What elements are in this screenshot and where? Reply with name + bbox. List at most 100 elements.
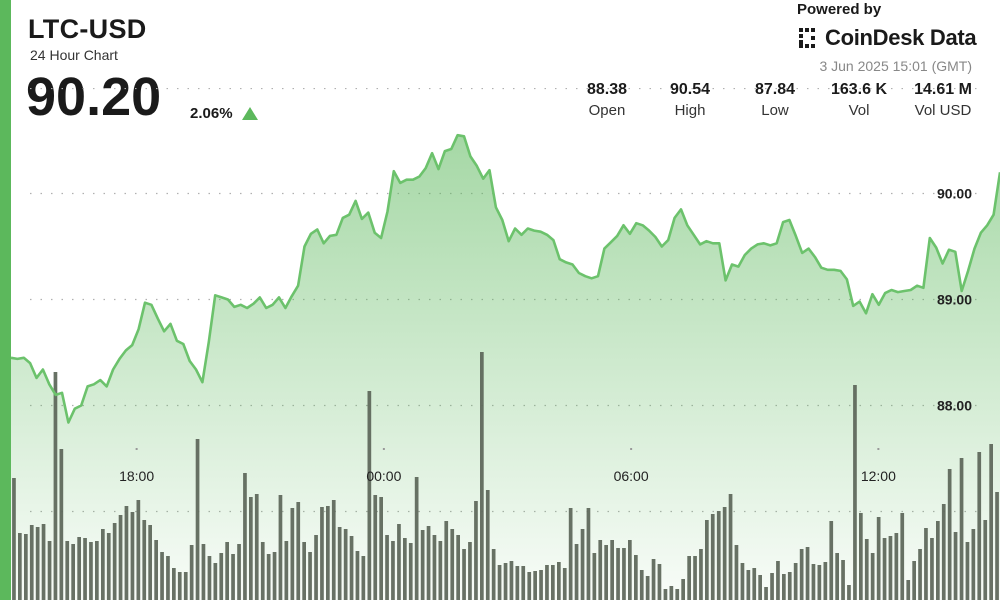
volume-bar	[231, 554, 235, 600]
volume-bar	[290, 508, 295, 600]
volume-bar	[989, 444, 993, 600]
volume-bar	[53, 372, 58, 600]
powered-by-label: Powered by	[797, 1, 882, 18]
volume-bar	[408, 543, 413, 600]
volume-bar	[669, 586, 674, 600]
volume-bar	[870, 553, 875, 600]
volume-bar	[995, 492, 999, 600]
stat-volume-value: 163.6 K	[830, 81, 888, 98]
brand-name: CoinDesk Data	[825, 25, 977, 50]
volume-bar	[480, 352, 484, 600]
stat-volume-usd-value: 14.61 M	[914, 81, 972, 98]
volume-bar	[326, 506, 330, 600]
volume-bar	[497, 565, 502, 600]
volume-bar	[687, 556, 691, 600]
volume-bar	[823, 562, 828, 600]
volume-bar	[675, 589, 680, 600]
triangle-up-icon	[242, 107, 258, 120]
volume-bar	[112, 523, 117, 600]
volume-bar	[947, 469, 952, 600]
volume-bar	[243, 473, 247, 600]
stat-volume: 163.6 K Vol	[823, 81, 895, 119]
volume-bar	[752, 568, 757, 600]
volume-bar	[65, 541, 70, 600]
price-area	[11, 135, 1000, 600]
stat-high-value: 90.54	[669, 81, 711, 98]
volume-bar	[24, 534, 28, 600]
stat-high: 90.54 High	[661, 81, 719, 119]
volume-bar	[568, 508, 573, 600]
volume-bar	[444, 521, 449, 600]
volume-bar	[426, 526, 431, 600]
x-tick-label: 12:00	[861, 468, 896, 484]
stat-open-label: Open	[588, 102, 626, 119]
current-price: 90.20	[26, 67, 162, 127]
volume-bar	[195, 439, 200, 600]
volume-bar	[551, 565, 555, 600]
volume-bar	[876, 517, 881, 600]
stat-low: 87.84 Low	[746, 81, 804, 119]
volume-bar	[154, 540, 158, 600]
volume-bar	[888, 536, 893, 600]
volume-bar	[462, 549, 466, 600]
volume-bar	[716, 511, 721, 600]
volume-bar	[574, 544, 579, 600]
volume-bar	[118, 515, 123, 600]
volume-bar	[160, 552, 164, 600]
volume-bar	[172, 568, 176, 600]
volume-bar	[450, 529, 455, 600]
volume-bar	[971, 529, 976, 600]
volume-bar	[391, 541, 395, 600]
volume-bar	[787, 572, 792, 600]
volume-bar	[734, 545, 739, 600]
volume-bar	[936, 521, 940, 600]
volume-bar	[657, 564, 662, 600]
volume-bar	[201, 544, 206, 600]
x-tick-label: 06:00	[614, 468, 649, 484]
volume-bar	[728, 494, 733, 600]
volume-bar	[83, 538, 87, 600]
volume-bar	[977, 452, 982, 600]
volume-bar	[515, 566, 520, 600]
volume-bar	[853, 385, 857, 600]
volume-bar	[403, 538, 407, 600]
volume-bar	[59, 449, 64, 600]
volume-bar	[764, 587, 768, 600]
volume-bar	[681, 579, 685, 600]
accent-bar	[0, 0, 11, 600]
volume-bar	[610, 540, 614, 600]
volume-bar	[29, 525, 34, 600]
volume-bar	[373, 495, 378, 600]
volume-bar	[41, 524, 46, 600]
volume-bar	[586, 508, 591, 600]
volume-bar	[148, 525, 152, 600]
volume-bar	[219, 553, 224, 600]
volume-bar	[817, 565, 822, 600]
volume-bar	[314, 535, 318, 600]
stat-low-value: 87.84	[754, 81, 796, 98]
volume-bar	[912, 561, 916, 600]
volume-bar	[249, 497, 253, 600]
volume-bar	[616, 548, 620, 600]
coindesk-logo-icon	[799, 28, 815, 48]
volume-bar	[320, 507, 324, 600]
volume-bar	[628, 540, 632, 600]
stat-open: 88.38 Open	[578, 81, 636, 119]
volume-bar	[207, 556, 212, 600]
volume-bar	[740, 563, 745, 600]
volume-bar	[136, 500, 141, 600]
volume-bar	[782, 574, 786, 600]
volume-bar	[918, 549, 922, 600]
volume-bar	[71, 544, 75, 600]
volume-bar	[379, 497, 383, 600]
volume-bar	[770, 573, 774, 600]
volume-bar	[456, 535, 460, 600]
volume-bar	[527, 572, 532, 600]
volume-bar	[841, 560, 845, 600]
volume-bar	[266, 554, 271, 600]
volume-bar	[124, 506, 129, 600]
x-tick-label: 00:00	[366, 468, 401, 484]
volume-bar	[811, 564, 816, 600]
stat-low-label: Low	[761, 102, 789, 119]
